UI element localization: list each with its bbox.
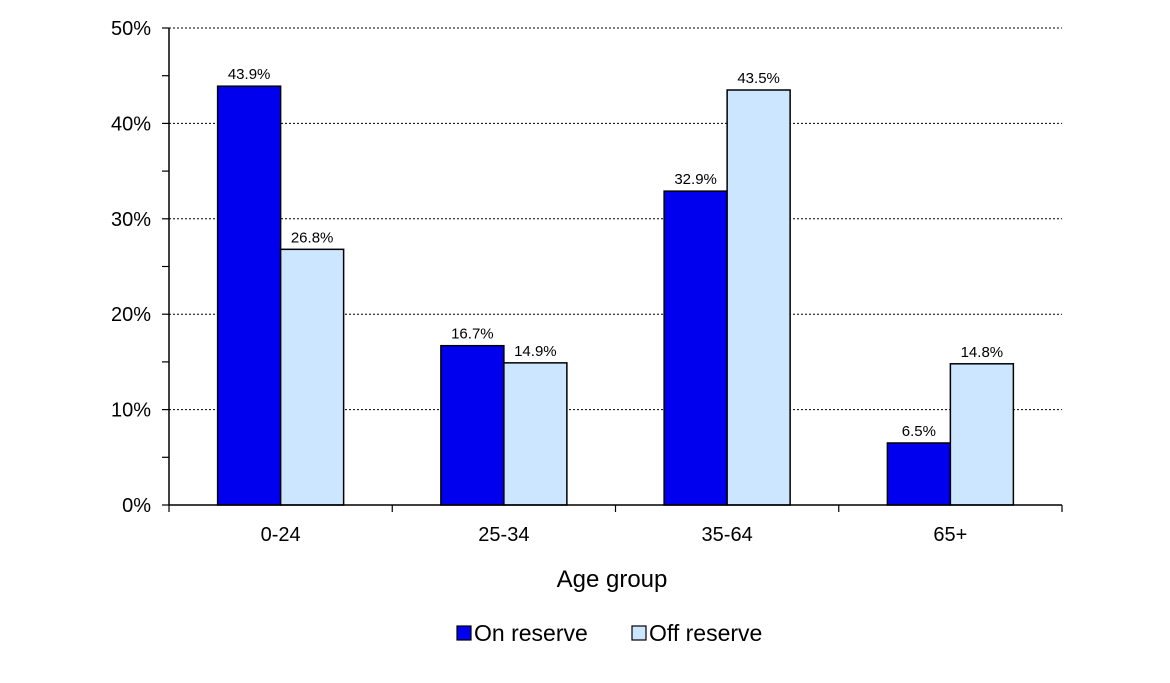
data-label: 32.9%: [674, 171, 717, 188]
bar: [216, 85, 282, 506]
bar: [503, 362, 568, 506]
bar: [663, 190, 728, 506]
data-label: 16.7%: [451, 326, 494, 343]
data-label: 26.8%: [291, 229, 334, 246]
y-tick-label: 10%: [111, 400, 151, 422]
legend-swatch: [631, 625, 647, 641]
bar: [726, 89, 791, 506]
data-label: 14.9%: [514, 343, 557, 360]
x-tick-label: 25-34: [478, 524, 529, 546]
legend-entry: On reserve: [474, 620, 588, 646]
x-axis-title: Age group: [557, 566, 668, 593]
bar: [440, 344, 505, 506]
y-tick-label: 0%: [122, 495, 151, 517]
bar: [886, 442, 952, 506]
bar: [949, 363, 1015, 506]
data-label: 6.5%: [902, 423, 936, 440]
data-label: 14.8%: [961, 344, 1004, 361]
y-tick-label: 50%: [111, 18, 151, 40]
legend-swatch: [456, 625, 472, 641]
y-tick-label: 40%: [111, 113, 151, 135]
labels: 43.9% 16.7% 32.9% 6.5% 26.8% 14.9% 43.5% 14.8% 0…: [111, 18, 1003, 546]
data-label: 43.5%: [737, 70, 780, 87]
y-tick-label: 30%: [111, 209, 151, 231]
data-label: 43.9%: [228, 66, 271, 83]
x-tick-label: 0-24: [261, 524, 301, 546]
bars: [216, 85, 1015, 506]
x-tick-label: 65+: [933, 524, 967, 546]
y-tick-label: 20%: [111, 304, 151, 326]
legend-entry: Off reserve: [649, 620, 762, 646]
legend: On reserve Off reserve: [456, 620, 762, 646]
axes: [162, 27, 1063, 512]
bar: [279, 248, 345, 506]
x-tick-label: 35-64: [702, 524, 753, 546]
